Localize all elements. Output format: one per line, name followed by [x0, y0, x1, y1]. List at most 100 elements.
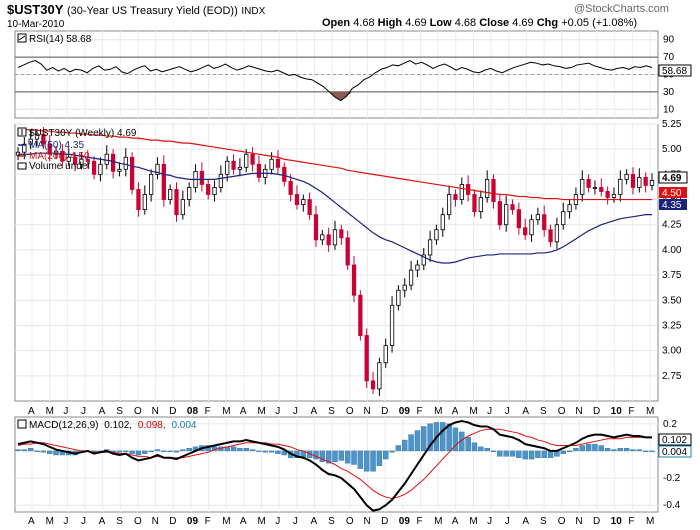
- price-tick-label: 5.25: [662, 119, 682, 130]
- candle-body: [168, 189, 173, 200]
- macd-hist-bar: [161, 450, 167, 452]
- ma50-tag: 4.35: [659, 199, 687, 211]
- x-tick-label: S: [540, 406, 547, 417]
- macd-hist-bar: [421, 426, 427, 452]
- candle-body: [34, 133, 40, 140]
- x-tick-label: N: [152, 406, 159, 417]
- macd-hist-bar: [611, 449, 617, 452]
- x-tick-label: J: [505, 406, 510, 417]
- candle-body: [523, 227, 528, 236]
- candle-body: [326, 234, 331, 246]
- candle-body: [485, 178, 490, 198]
- x-tick-label: 10: [611, 406, 623, 417]
- macd-hist-bar: [129, 450, 135, 454]
- price-tick-label: 4.25: [662, 220, 682, 231]
- rsi-chart: 1030507090: [15, 35, 675, 115]
- macd-hist-bar: [395, 445, 402, 452]
- macd-hist-bar: [148, 450, 154, 452]
- candle-body: [389, 304, 395, 346]
- x-tick-label: D: [593, 406, 600, 417]
- macd-hist-bar: [268, 450, 275, 453]
- macd-hist-bar: [167, 450, 173, 452]
- macd-x-tick-label: M: [46, 516, 54, 527]
- candle-body: [649, 180, 655, 186]
- macd-hist-bar: [135, 450, 142, 456]
- candle-body: [383, 345, 388, 364]
- macd-hist-bar: [142, 450, 148, 454]
- macd-hist-bar: [630, 449, 636, 452]
- macd-hist-bar: [344, 450, 351, 464]
- candle-body: [510, 204, 515, 211]
- macd-x-tick-label: D: [593, 516, 600, 527]
- x-tick-label: M: [258, 406, 266, 417]
- x-tick-label: O: [134, 406, 142, 417]
- macd-hist-bar: [598, 445, 604, 452]
- candle-body: [364, 335, 369, 382]
- macd-hist-bar: [560, 450, 566, 454]
- x-tick-label: N: [575, 406, 582, 417]
- candle-body: [72, 156, 78, 165]
- macd-tick-label: 0.2: [663, 419, 677, 430]
- macd-title: MACD(12,26,9) 0.102, 0.098, 0.004: [29, 420, 197, 431]
- x-tick-label: A: [452, 406, 459, 417]
- macd-x-tick-label: 09: [399, 516, 411, 527]
- price-tick-label: 3.25: [662, 320, 682, 331]
- macd-hist-bar: [516, 450, 522, 458]
- candle-body: [117, 168, 122, 172]
- macd-hist-bar: [40, 450, 47, 453]
- candle-body: [586, 178, 591, 188]
- candle-body: [415, 264, 420, 271]
- macd-hist-bar: [281, 450, 287, 456]
- x-tick-label: O: [346, 406, 354, 417]
- x-tick-label: D: [381, 406, 388, 417]
- candle-body: [542, 214, 547, 231]
- macd-x-tick-label: F: [416, 516, 422, 527]
- x-tick-label: 09: [399, 406, 411, 417]
- rsi-tick-label: 90: [663, 35, 675, 46]
- price-tick-label: 4.00: [662, 245, 682, 256]
- chg-label: Chg: [536, 17, 559, 29]
- macd-hist-bar: [452, 427, 459, 452]
- watermark: @StockCharts.com: [574, 3, 669, 15]
- high-value: 4.69: [405, 17, 427, 29]
- macd-x-tick-label: N: [575, 516, 582, 527]
- x-tick-label: M: [434, 406, 442, 417]
- candle-body: [136, 189, 141, 211]
- candle-body: [396, 289, 401, 306]
- candle-body: [174, 189, 179, 216]
- ma200-legend: MA(200) 4.50: [29, 151, 90, 162]
- macd-tick-label: -0.2: [663, 473, 681, 484]
- candle-body: [630, 173, 636, 188]
- macd-hist-bar: [275, 450, 281, 454]
- candle-body: [161, 163, 166, 200]
- macd-hist-bar: [566, 450, 573, 452]
- macd-hist-bar: [123, 450, 129, 452]
- macd-hist-bar: [376, 450, 383, 467]
- x-tick-label: F: [205, 406, 211, 417]
- candle-body: [611, 194, 617, 198]
- macd-hist-bar: [585, 443, 592, 452]
- macd-hist-bar: [503, 450, 509, 457]
- macd-hist-bar: [636, 449, 643, 452]
- macd-title-hist: 0.004: [171, 420, 196, 431]
- candle-body: [427, 239, 433, 256]
- candle-body: [28, 138, 33, 145]
- candle-body: [275, 158, 281, 168]
- candle-body: [446, 194, 452, 216]
- macd-hist-bar: [528, 450, 535, 460]
- macd-hist-bar: [173, 450, 180, 453]
- candle-body: [206, 184, 211, 195]
- exchange: INDX: [241, 6, 266, 17]
- macd-hist-bar: [180, 449, 186, 452]
- ma200-tag-label: 4.50: [662, 188, 682, 199]
- macd-hist-bar: [249, 449, 256, 452]
- macd-hist-bar: [34, 450, 40, 452]
- macd-legend-swatch: [17, 419, 27, 429]
- macd-x-tick-label: N: [152, 516, 159, 527]
- x-tick-label: M: [222, 406, 230, 417]
- candle-body: [313, 214, 319, 241]
- macd-last-label: 0.102: [662, 435, 687, 446]
- price-tick-label: 5.00: [662, 144, 682, 155]
- macd-hist-bar: [332, 450, 338, 462]
- price-tick-label: 3.50: [662, 295, 682, 306]
